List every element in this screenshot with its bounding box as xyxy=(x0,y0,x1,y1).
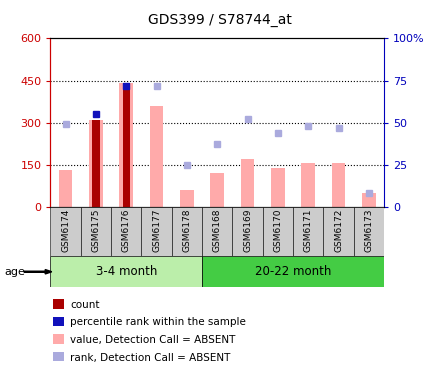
Bar xyxy=(210,173,224,207)
Bar xyxy=(111,207,141,256)
Text: GSM6176: GSM6176 xyxy=(121,209,131,252)
Text: 20-22 month: 20-22 month xyxy=(254,265,331,278)
Bar xyxy=(81,207,111,256)
Text: age: age xyxy=(4,267,25,277)
Text: GDS399 / S78744_at: GDS399 / S78744_at xyxy=(147,13,291,27)
Text: GSM6172: GSM6172 xyxy=(333,209,343,252)
Bar xyxy=(92,120,99,207)
Bar xyxy=(323,207,353,256)
Text: GSM6178: GSM6178 xyxy=(182,209,191,252)
Text: percentile rank within the sample: percentile rank within the sample xyxy=(70,317,246,328)
Bar xyxy=(171,207,201,256)
Text: count: count xyxy=(70,300,99,310)
Text: GSM6171: GSM6171 xyxy=(303,209,312,252)
Bar xyxy=(201,207,232,256)
Bar xyxy=(262,207,293,256)
Text: GSM6177: GSM6177 xyxy=(152,209,161,252)
Text: GSM6168: GSM6168 xyxy=(212,209,221,252)
Text: 3-4 month: 3-4 month xyxy=(95,265,157,278)
Bar xyxy=(201,256,383,287)
Bar xyxy=(180,190,193,207)
Text: GSM6169: GSM6169 xyxy=(243,209,251,252)
Bar xyxy=(240,159,254,207)
Bar xyxy=(89,120,102,207)
Text: GSM6175: GSM6175 xyxy=(91,209,100,252)
Bar xyxy=(331,163,345,207)
Text: GSM6170: GSM6170 xyxy=(273,209,282,252)
Bar xyxy=(50,256,201,287)
Text: GSM6174: GSM6174 xyxy=(61,209,70,252)
Bar xyxy=(293,207,323,256)
Bar xyxy=(122,83,130,207)
Text: GSM6173: GSM6173 xyxy=(364,209,373,252)
Bar xyxy=(149,106,163,207)
Text: value, Detection Call = ABSENT: value, Detection Call = ABSENT xyxy=(70,335,235,345)
Bar xyxy=(59,170,72,207)
Bar xyxy=(141,207,171,256)
Bar xyxy=(50,207,81,256)
Bar xyxy=(119,83,133,207)
Bar xyxy=(353,207,383,256)
Text: rank, Detection Call = ABSENT: rank, Detection Call = ABSENT xyxy=(70,352,230,363)
Bar xyxy=(271,168,284,207)
Bar xyxy=(361,193,375,207)
Bar xyxy=(232,207,262,256)
Bar xyxy=(301,163,314,207)
